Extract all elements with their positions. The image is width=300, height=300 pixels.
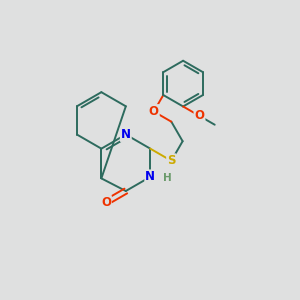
Text: O: O xyxy=(194,110,205,122)
Text: N: N xyxy=(121,128,131,141)
Text: S: S xyxy=(167,154,176,167)
Text: N: N xyxy=(145,170,155,183)
Text: O: O xyxy=(149,105,159,118)
Text: O: O xyxy=(101,196,111,209)
Text: H: H xyxy=(164,173,172,183)
